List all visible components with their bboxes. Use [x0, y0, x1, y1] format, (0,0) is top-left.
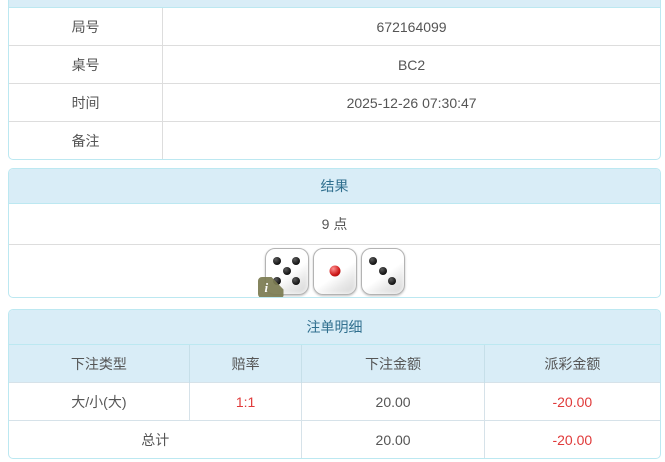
odds-value: 1:1 [188, 382, 302, 421]
game-info-header [9, 0, 660, 8]
bet-details-title: 注单明细 [9, 310, 660, 345]
dice-group: i [257, 247, 405, 297]
table-header-row: 下注类型 赔率 下注金额 派彩金额 [9, 345, 660, 383]
total-bet-amount: 20.00 [301, 420, 485, 458]
game-info-panel: 局号 672164099 桌号 BC2 时间 2025-12-26 07:30:… [8, 0, 661, 160]
total-label: 总计 [9, 420, 302, 458]
time-value: 2025-12-26 07:30:47 [162, 83, 660, 122]
round-id-label: 局号 [9, 8, 164, 46]
bet-type-value: 大/小(大) [9, 382, 190, 421]
payout-value: -20.00 [483, 382, 660, 421]
bet-amount-value: 20.00 [301, 382, 485, 421]
bet-details-table: 下注类型 赔率 下注金额 派彩金额 大/小(大) 1:1 20.00 -20.0… [9, 345, 660, 458]
game-info-table: 局号 672164099 桌号 BC2 时间 2025-12-26 07:30:… [9, 8, 660, 159]
dice-row: i [9, 245, 660, 297]
col-bet-amount: 下注金额 [301, 345, 485, 383]
table-id-label: 桌号 [9, 45, 164, 84]
bet-record-page: 局号 672164099 桌号 BC2 时间 2025-12-26 07:30:… [8, 0, 661, 459]
table-id-value: BC2 [162, 45, 660, 84]
remark-label: 备注 [9, 121, 164, 159]
col-payout-amount: 派彩金额 [483, 345, 660, 383]
total-payout: -20.00 [483, 420, 660, 458]
table-row: 时间 2025-12-26 07:30:47 [9, 83, 660, 122]
col-bet-type: 下注类型 [9, 345, 190, 383]
col-odds: 赔率 [188, 345, 302, 383]
result-points-text: 9 点 [9, 204, 660, 245]
bet-details-panel: 注单明细 下注类型 赔率 下注金额 派彩金额 大/小(大) 1:1 20.00 … [8, 309, 661, 459]
table-row: 备注 [9, 121, 660, 159]
round-id-value: 672164099 [376, 18, 447, 35]
table-row: 桌号 BC2 [9, 45, 660, 84]
table-row: 局号 672164099 [9, 8, 660, 46]
table-row: 大/小(大) 1:1 20.00 -20.00 [9, 382, 660, 421]
time-label: 时间 [9, 83, 164, 122]
result-panel: 结果 9 点 i [8, 168, 661, 298]
total-row: 总计 20.00 -20.00 [9, 420, 660, 458]
die-3-icon [360, 247, 405, 295]
result-panel-title: 结果 [9, 169, 660, 204]
remark-value [162, 121, 660, 159]
die-2-icon [312, 247, 357, 295]
